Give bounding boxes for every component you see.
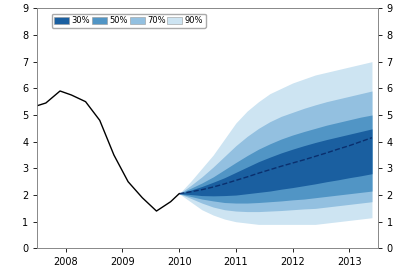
Legend: 30%, 50%, 70%, 90%: 30%, 50%, 70%, 90% [52, 14, 206, 28]
